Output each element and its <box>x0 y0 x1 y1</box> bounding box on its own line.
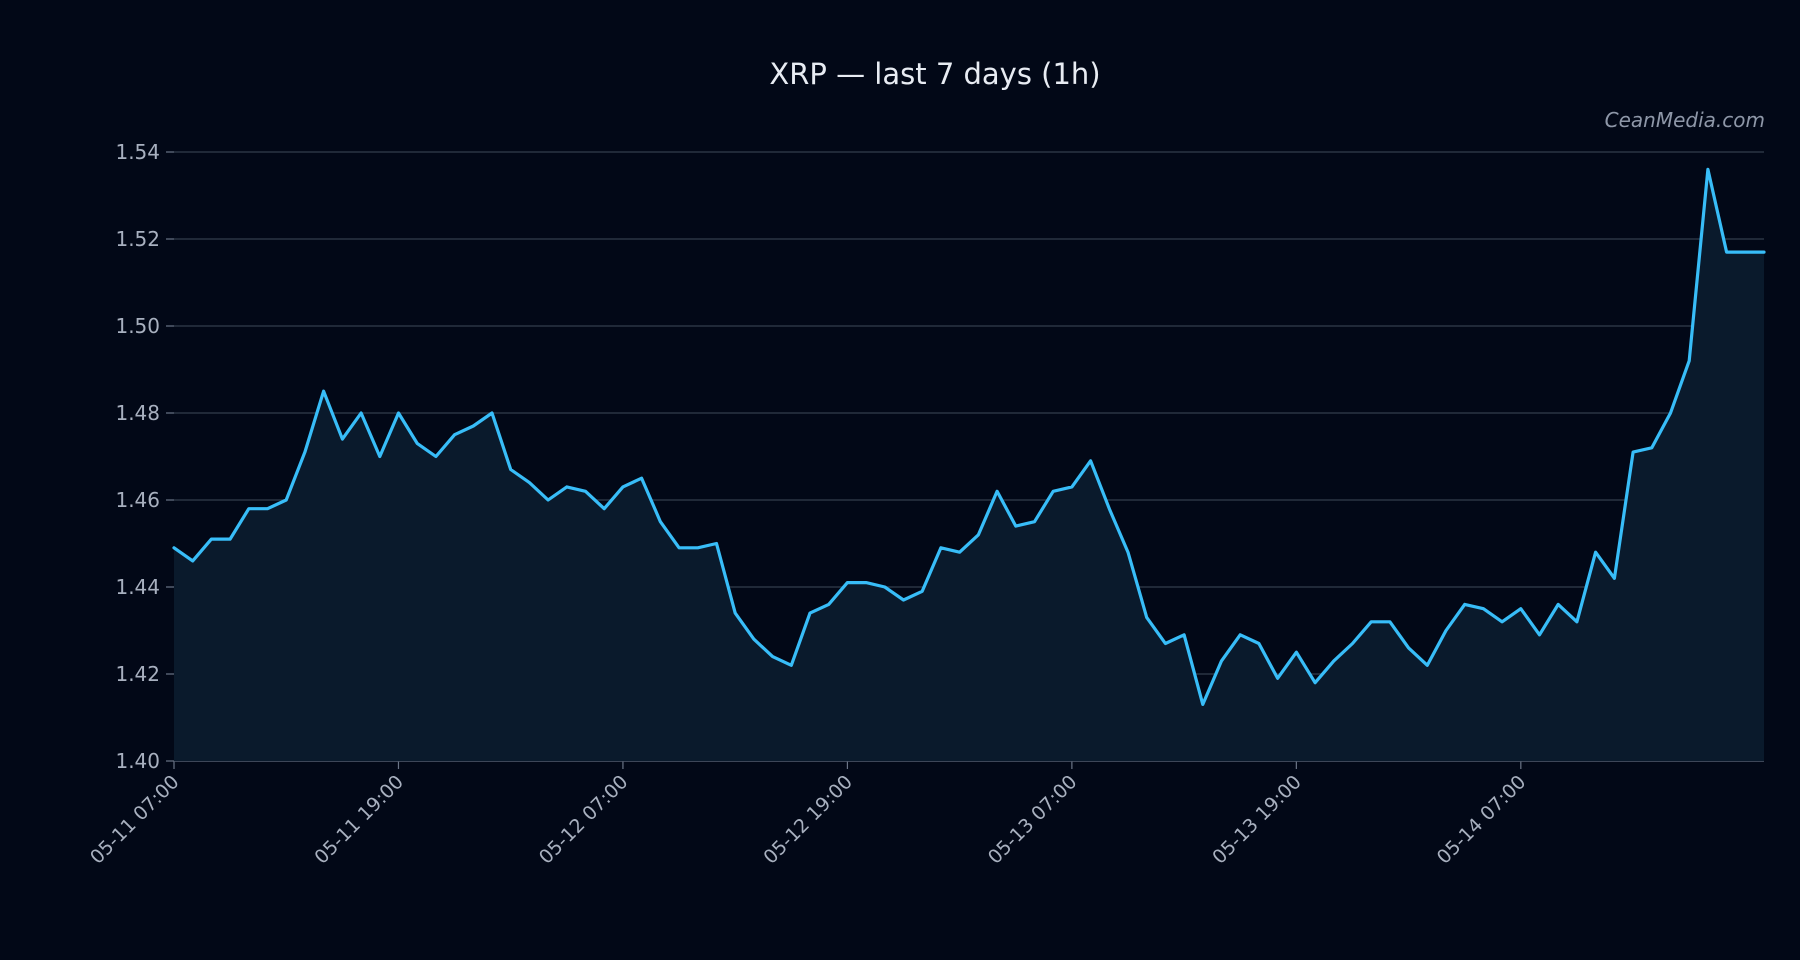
x-tick-label: 05-12 07:00 <box>535 771 633 869</box>
y-tick-label: 1.46 <box>115 488 160 512</box>
y-tick-label: 1.52 <box>115 227 160 251</box>
x-tick-label: 05-11 07:00 <box>86 771 184 869</box>
y-tick-label: 1.44 <box>115 575 160 599</box>
series-line <box>172 167 1766 706</box>
y-axis: 1.40 1.42 1.44 1.46 1.48 1.50 1.52 1.54 <box>115 140 174 773</box>
x-tick-label: 05-13 07:00 <box>984 771 1082 869</box>
y-tick-label: 1.40 <box>115 749 160 773</box>
y-tick-label: 1.54 <box>115 140 160 164</box>
x-tick-label: 05-13 19:00 <box>1208 771 1306 869</box>
x-tick-label: 05-11 19:00 <box>310 771 408 869</box>
x-tick-label: 05-14 07:00 <box>1433 771 1531 869</box>
series-area <box>174 169 1764 761</box>
watermark: CeanMedia.com <box>1605 108 1765 132</box>
y-tick-label: 1.42 <box>115 662 160 686</box>
y-tick-label: 1.48 <box>115 401 160 425</box>
x-axis: 05-11 07:00 05-11 19:00 05-12 07:00 05-12 1… <box>86 760 1764 869</box>
x-tick-label: 05-12 19:00 <box>759 771 857 869</box>
series-layer <box>172 167 1766 761</box>
chart-title: XRP — last 7 days (1h) <box>769 57 1100 91</box>
y-tick-label: 1.50 <box>115 314 160 338</box>
